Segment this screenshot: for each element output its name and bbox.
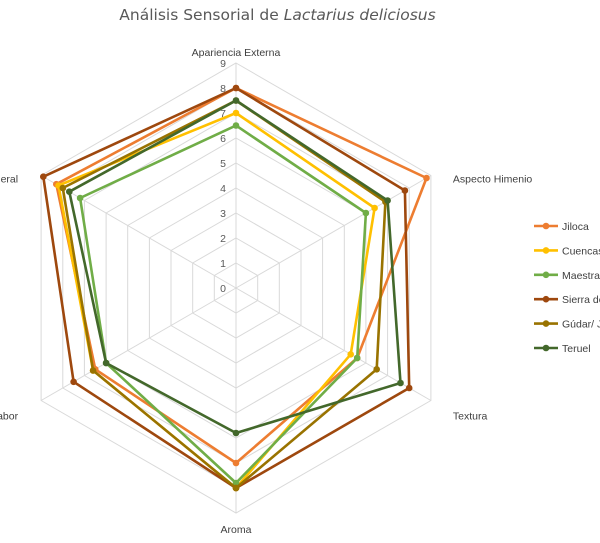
series-6-point (102, 359, 110, 367)
series-4-point (405, 384, 413, 392)
series-1-point (423, 174, 430, 182)
series-6-point (384, 197, 391, 204)
series-2-point (232, 109, 240, 117)
legend-label: Teruel (562, 343, 591, 355)
legend-swatch-marker (542, 247, 550, 254)
tick-label: 4 (220, 183, 226, 195)
axis-spoke-5 (40, 287, 237, 401)
axis-label: General (0, 174, 18, 186)
legend-label: Cuencas (562, 245, 600, 257)
series-5-point (373, 366, 381, 373)
legend-swatch-marker (542, 271, 550, 279)
tick-label: 3 (220, 208, 226, 220)
series-4-point (70, 378, 77, 386)
series-5-point (89, 367, 97, 374)
tick-label: 7 (220, 108, 226, 120)
series-3-point (232, 122, 240, 129)
chart-title: Análisis Sensorial de Lactarius delicios… (0, 6, 555, 24)
series-3-point (362, 209, 370, 217)
tick-label: 8 (220, 83, 226, 95)
legend-label: Maestra (562, 270, 600, 282)
series-6-point (66, 188, 73, 195)
legend-swatch-marker (542, 222, 550, 230)
tick-label: 5 (220, 158, 226, 170)
series-6-point (232, 97, 240, 104)
legend-swatch-marker (542, 320, 550, 327)
series-5-point (59, 184, 67, 192)
tick-label: 2 (220, 233, 226, 245)
axis-label: Aspecto Himenio (453, 174, 533, 186)
series-4-point (40, 173, 47, 180)
legend-label: Sierra de (562, 294, 600, 306)
axis-spoke-6 (40, 175, 237, 289)
tick-label: 1 (220, 258, 226, 270)
axis-label: Apariencia Externa (192, 47, 281, 59)
tick-label: 0 (220, 283, 226, 295)
series-1-point (232, 459, 240, 467)
series-2-point (371, 204, 378, 212)
series-3-point (232, 479, 240, 487)
axis-label: Textura (453, 411, 488, 423)
legend-swatch-marker (542, 295, 550, 303)
series-5-point (232, 484, 240, 492)
series-3-point (76, 194, 84, 202)
axis-spoke-2 (235, 175, 432, 289)
chart-title-italic: Lactarius deliciosus (283, 6, 436, 24)
legend-label: Jiloca (562, 221, 589, 233)
axis-label: Sabor (0, 411, 19, 423)
axis-label: Aroma (221, 524, 252, 536)
tick-label: 9 (220, 58, 226, 70)
series-4-point (401, 187, 409, 194)
series-6-point (397, 379, 404, 387)
legend-swatch-marker (542, 344, 550, 352)
legend-label: Gúdar/ J. (562, 319, 600, 331)
tick-label: 6 (220, 133, 226, 145)
chart-title-prefix: Análisis Sensorial de (119, 6, 284, 24)
series-6-point (232, 429, 240, 437)
series-4-point (232, 84, 240, 92)
series-2-point (347, 351, 355, 358)
series-3-point (353, 354, 361, 362)
